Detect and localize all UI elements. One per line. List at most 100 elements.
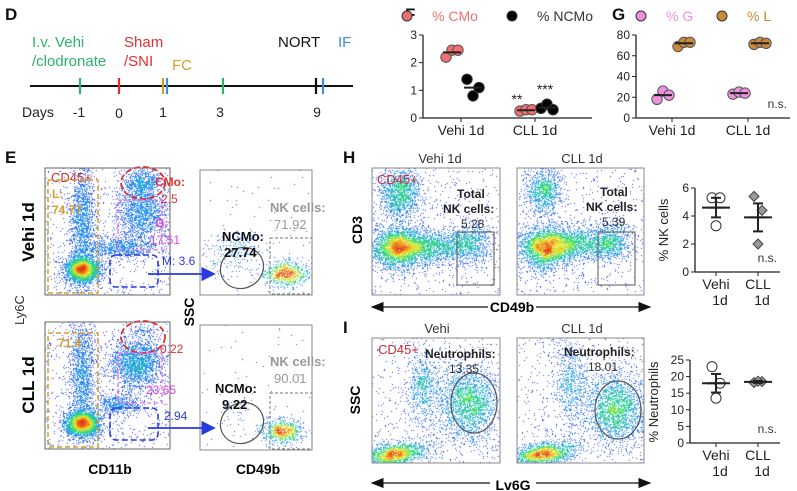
event-nort: NORT xyxy=(278,34,320,51)
y-tick-label: 3 xyxy=(410,28,417,42)
gate-neutrophils xyxy=(450,372,498,434)
gate-cmo xyxy=(120,166,166,200)
gate-l-label: L: xyxy=(52,187,63,201)
gate-g xyxy=(117,199,163,251)
day-tick: -1 xyxy=(73,104,86,120)
gate-cmo-value: 0.22 xyxy=(160,342,184,356)
day-tick: 3 xyxy=(216,104,224,120)
gate-l xyxy=(47,179,99,294)
data-point xyxy=(461,73,473,85)
gate-g-value: 17.51 xyxy=(150,233,180,247)
event-if: IF xyxy=(338,34,351,51)
data-point xyxy=(706,361,718,373)
gate-m xyxy=(109,407,159,441)
neutrophil-gate-label: Neutrophils: xyxy=(425,347,496,361)
flow-plot-ncmo-nk-vehi xyxy=(200,170,312,295)
x-axis-label-ly6g: Lv6G xyxy=(495,477,530,491)
data-point xyxy=(467,90,479,102)
x-tick-label: Vehi xyxy=(702,447,729,463)
y-tick-label: 40 xyxy=(617,70,631,84)
y-axis-label-ly6c: Ly6C xyxy=(12,295,27,325)
flow-plot-ncmo-nk-cll xyxy=(200,325,312,450)
x-tick-label: 1d xyxy=(712,463,728,479)
gate-nk-value: 90.01 xyxy=(274,371,307,386)
gate-m xyxy=(109,254,159,288)
gate-ncmo-label: NCMo: xyxy=(215,381,257,396)
plot-frame xyxy=(371,337,501,464)
event-fc: FC xyxy=(172,57,192,74)
gate-m-value: 2.94 xyxy=(164,409,188,423)
x-tick-label: CLL xyxy=(745,447,771,463)
data-point xyxy=(752,238,764,250)
significance-marker: ** xyxy=(512,91,523,107)
event-sham-line2: /SNI xyxy=(124,53,153,70)
x-axis-label-cd49b: CD49b xyxy=(490,299,534,315)
gate-g xyxy=(117,352,163,404)
legend-label: % CMo xyxy=(432,8,478,24)
gate-ncmo xyxy=(219,401,265,445)
data-point xyxy=(748,190,760,203)
neutrophil-gate-label: Neutrophils: xyxy=(564,345,635,359)
day-tick: 1 xyxy=(159,104,167,120)
y-tick-label: 5 xyxy=(677,419,684,433)
legend-marker xyxy=(635,10,647,22)
x-tick-label: 1d xyxy=(754,292,770,308)
significance-marker: n.s. xyxy=(768,97,787,111)
x-tick-label: CLL 1d xyxy=(726,122,771,138)
panel-label-i: I xyxy=(343,318,348,337)
nk-gate-label: NK cells: xyxy=(443,202,494,216)
plot-title-cll: CLL 1d xyxy=(561,151,602,166)
y-tick-label: 0 xyxy=(623,111,630,125)
data-point xyxy=(684,36,696,48)
nk-gate-label: Total xyxy=(457,187,485,201)
gate-nk-label: NK cells: xyxy=(270,200,326,215)
event-iv-line2: /clodronate xyxy=(32,53,106,70)
y-tick-label: 0 xyxy=(677,436,684,450)
x-tick-label: Vehi 1d xyxy=(649,122,696,138)
y-tick-label: 4 xyxy=(682,209,689,223)
y-axis-label: % Neutrophils xyxy=(646,361,661,442)
panel-label-h: H xyxy=(343,148,355,167)
x-tick-label: CLL xyxy=(745,276,771,292)
legend-marker xyxy=(716,10,728,22)
gate-neutrophils xyxy=(594,380,642,440)
significance-marker: n.s. xyxy=(758,422,777,436)
panel-label-d: D xyxy=(5,5,17,24)
plot-frame xyxy=(199,324,313,451)
gate-nk xyxy=(597,231,636,286)
gate-cmo-label: CMo: xyxy=(155,175,185,189)
days-label: Days xyxy=(22,104,54,120)
y-tick-label: 2 xyxy=(682,237,689,251)
y-tick-label: 0 xyxy=(410,111,417,125)
legend-label: % NCMo xyxy=(537,8,593,24)
gate-title-cd45: CD45+ xyxy=(51,170,92,185)
plot-title-vehi: Vehi xyxy=(424,321,449,336)
neutrophil-gate-value: 13.35 xyxy=(449,362,479,376)
gate-ncmo-value: 27.74 xyxy=(224,245,257,260)
panel-label-e: E xyxy=(5,148,16,167)
gate-l-value: 74.77 xyxy=(52,203,82,217)
gate-ncmo xyxy=(219,246,265,290)
y-tick-label: 1 xyxy=(410,83,417,97)
legend-label: % G xyxy=(666,8,693,24)
plot-frame xyxy=(44,321,171,450)
y-axis-label-cd3: CD3 xyxy=(349,216,365,244)
x-axis-label-cd49b: CD49b xyxy=(236,461,280,477)
gate-nk xyxy=(269,392,313,450)
y-tick-label: 25 xyxy=(671,353,685,367)
gate-cmo-value: 2.5 xyxy=(161,192,178,206)
x-tick-label: 1d xyxy=(754,463,770,479)
gate-ncmo-label: NCMo: xyxy=(222,229,264,244)
gate-g-value: 23.65 xyxy=(146,383,176,397)
nk-gate-label: NK cells: xyxy=(586,200,637,214)
y-tick-label: 80 xyxy=(617,28,631,42)
gate-nk xyxy=(456,231,495,286)
flow-plot-ssc-ly6g-vehi xyxy=(372,338,500,463)
data-point xyxy=(452,44,464,56)
plot-title-cll: CLL 1d xyxy=(561,321,602,336)
legend-marker xyxy=(401,10,413,22)
nk-gate-value: 5.39 xyxy=(602,215,626,229)
event-sham-line1: Sham xyxy=(124,34,163,51)
